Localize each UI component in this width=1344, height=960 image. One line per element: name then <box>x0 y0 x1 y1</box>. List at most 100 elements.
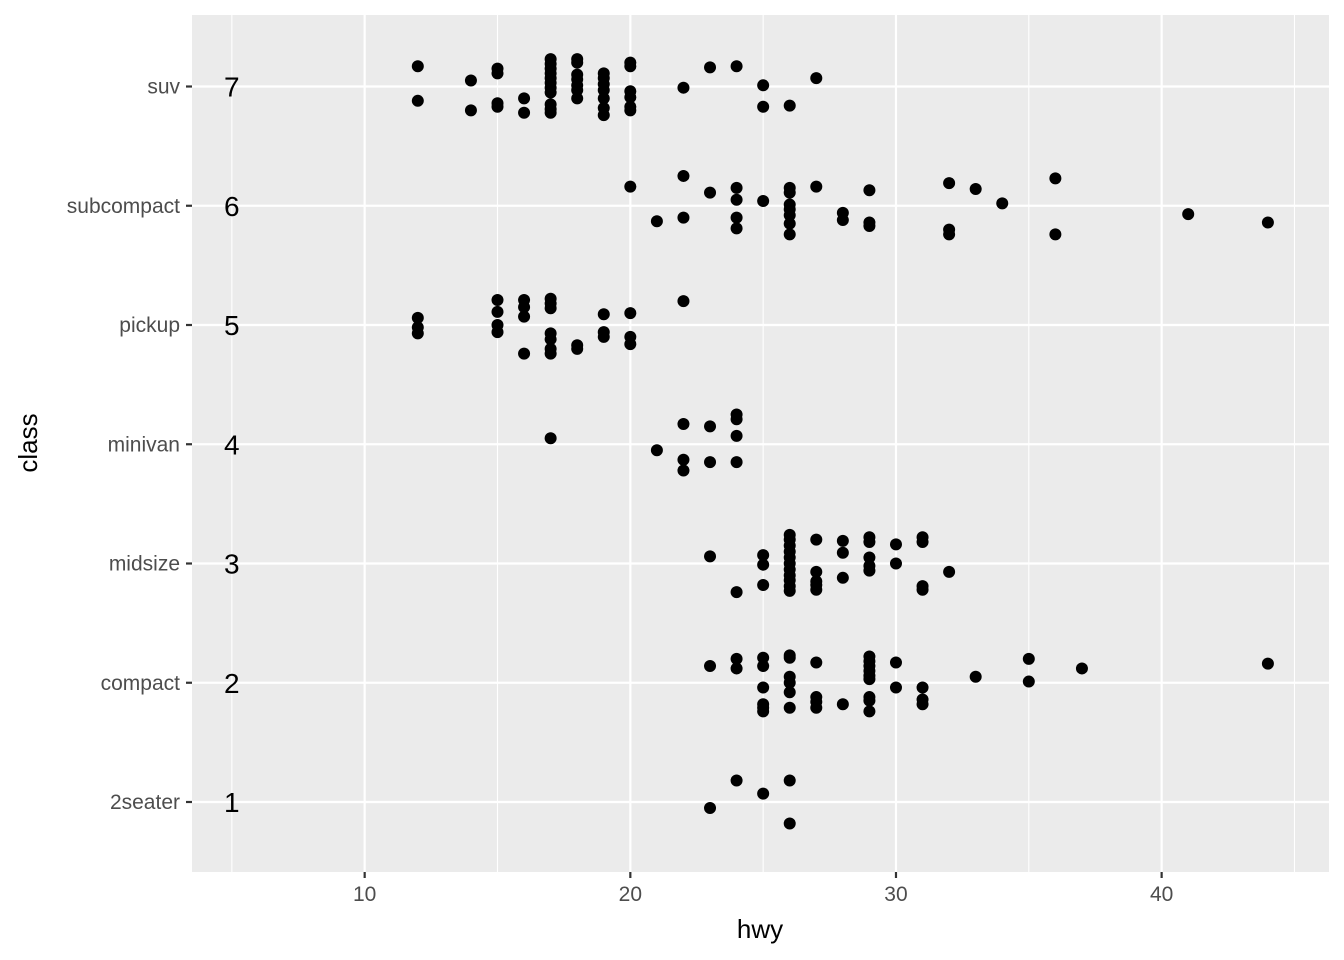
data-point <box>544 347 557 360</box>
x-axis: 10 20 30 40 <box>353 872 1173 906</box>
class-index-label: 4 <box>224 429 240 460</box>
data-point <box>597 330 610 343</box>
data-point <box>783 584 796 597</box>
data-point <box>544 86 557 99</box>
data-point <box>491 305 504 318</box>
data-point <box>863 673 876 686</box>
data-point <box>863 536 876 549</box>
data-point <box>757 194 770 207</box>
data-point <box>1075 662 1088 675</box>
data-point <box>783 676 796 689</box>
data-point <box>544 333 557 346</box>
x-tick-label: 10 <box>353 883 376 906</box>
data-point <box>783 186 796 199</box>
data-point <box>544 106 557 119</box>
data-point <box>783 701 796 714</box>
class-index-label: 1 <box>224 787 240 818</box>
data-point <box>411 311 424 324</box>
x-axis-title: hwy <box>737 914 783 944</box>
data-point <box>730 774 743 787</box>
data-point <box>624 307 637 320</box>
y-axis-title: class <box>13 413 43 472</box>
data-point <box>597 308 610 321</box>
data-point <box>783 651 796 664</box>
data-point <box>597 109 610 122</box>
data-point <box>969 183 982 196</box>
data-point <box>836 571 849 584</box>
data-point <box>1022 675 1035 688</box>
data-point <box>571 92 584 105</box>
data-point <box>757 549 770 562</box>
data-point <box>730 211 743 224</box>
data-point <box>464 74 477 87</box>
data-point <box>704 801 717 814</box>
data-point <box>757 578 770 591</box>
data-point <box>996 197 1009 210</box>
data-point <box>464 104 477 117</box>
data-point <box>916 681 929 694</box>
data-point <box>730 586 743 599</box>
data-point <box>863 705 876 718</box>
data-point <box>704 456 717 469</box>
data-point <box>1261 216 1274 229</box>
data-point <box>624 180 637 193</box>
data-point <box>757 100 770 113</box>
data-point <box>889 538 902 551</box>
y-tick-label-suv: suv <box>147 76 180 99</box>
data-points <box>411 53 1274 830</box>
data-point <box>730 181 743 194</box>
data-point <box>411 60 424 73</box>
data-point <box>730 662 743 675</box>
data-point <box>704 660 717 673</box>
data-point <box>730 652 743 665</box>
y-axis: 2seater compact midsize minivan pickup subcom… <box>67 76 192 814</box>
data-point <box>624 338 637 351</box>
class-index-label: 6 <box>224 191 240 222</box>
data-point <box>757 79 770 92</box>
data-point <box>704 186 717 199</box>
data-point <box>916 698 929 711</box>
data-point <box>889 656 902 669</box>
data-point <box>1049 172 1062 185</box>
data-point <box>943 228 956 241</box>
data-point <box>571 342 584 355</box>
data-point <box>810 701 823 714</box>
data-point <box>491 293 504 306</box>
data-point <box>863 184 876 197</box>
data-point <box>544 302 557 315</box>
data-point <box>677 169 690 182</box>
data-point <box>783 817 796 830</box>
data-point <box>730 456 743 469</box>
class-index-label: 7 <box>224 72 240 103</box>
data-point <box>783 209 796 222</box>
data-point <box>677 453 690 466</box>
data-point <box>783 217 796 230</box>
data-point <box>677 464 690 477</box>
data-point <box>810 656 823 669</box>
class-index-label: 5 <box>224 310 240 341</box>
data-point <box>650 215 663 228</box>
data-point <box>757 651 770 664</box>
data-point <box>836 534 849 547</box>
x-tick-label: 30 <box>884 883 907 906</box>
data-point <box>863 220 876 233</box>
data-point <box>1049 228 1062 241</box>
data-point <box>411 327 424 340</box>
data-point <box>518 92 531 105</box>
data-point <box>571 56 584 69</box>
class-index-label: 3 <box>224 549 240 580</box>
data-point <box>810 565 823 578</box>
data-point <box>491 67 504 80</box>
data-point <box>730 222 743 235</box>
data-point <box>757 681 770 694</box>
data-point <box>757 660 770 673</box>
data-point <box>863 564 876 577</box>
data-point <box>597 92 610 105</box>
data-point <box>810 180 823 193</box>
data-point <box>518 310 531 323</box>
data-point <box>677 295 690 308</box>
data-point <box>783 686 796 699</box>
data-point <box>889 557 902 570</box>
data-point <box>889 681 902 694</box>
